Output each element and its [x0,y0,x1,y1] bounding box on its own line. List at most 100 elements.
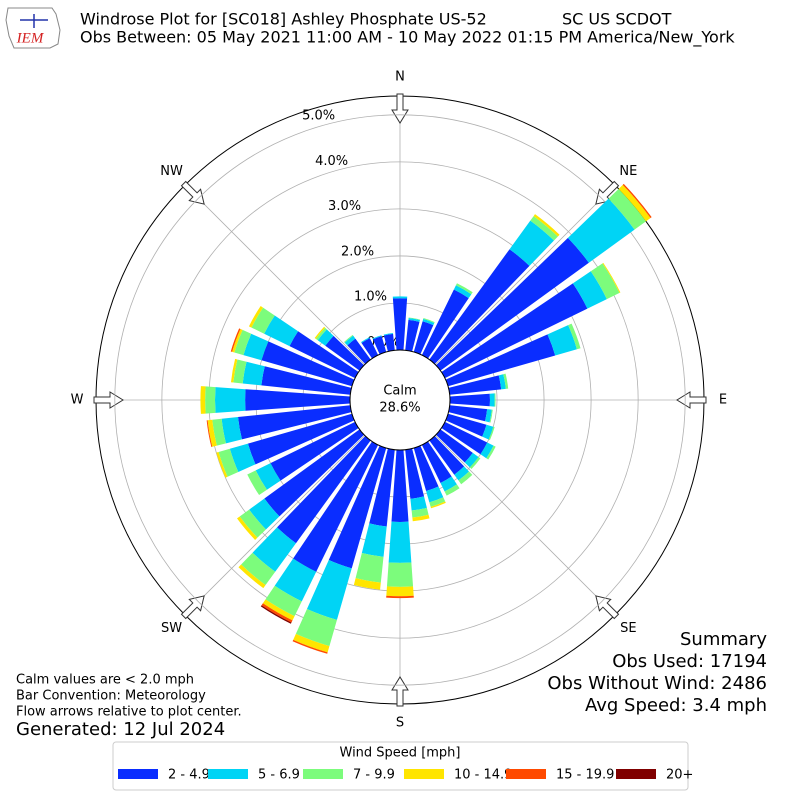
wind-bar-segment [277,435,371,544]
wind-bar-segment [572,271,607,309]
wind-bar-segment [292,639,328,654]
wind-bar-segment [230,328,241,352]
wind-bar-segment [567,198,635,263]
y-tick-label: 3.0% [328,199,361,214]
wind-bar-segment [215,387,246,413]
wind-bar-segment [383,333,395,352]
wind-bar-segment [421,289,469,359]
wind-bar-segment [486,445,496,460]
wind-bar-segment [261,603,293,623]
wind-bar-segment [247,413,355,465]
y-tick-label: 5.0% [302,109,335,124]
legend-swatch [208,769,248,779]
legend-label: 7 - 9.9 [353,768,395,783]
wind-bar-segment [405,319,420,352]
calm-circle [349,349,451,451]
calm-label: Calm [383,384,416,399]
wind-bar-segment [264,429,365,517]
wind-bar-segment [295,608,337,647]
wind-bar-segment [412,514,430,522]
wind-bar-segment [230,358,238,383]
wind-bar-segment [314,326,326,339]
wind-bar-segment [485,409,492,423]
wind-bar-segment [238,564,266,589]
wind-bar-segment [410,496,427,511]
wind-bar-segment [458,471,473,485]
wind-bar-segment [440,476,457,492]
wind-bar-segment [255,463,281,490]
note: Bar Convention: Meteorology [16,689,206,704]
legend: Wind Speed [mph] 2 - 4.9 5 - 6.9 7 - 9.9 10… [112,741,693,791]
plot-area: NNEESESSWWNW0.0%1.0%2.0%3.0%4.0%5.0% [71,70,728,731]
wind-bar-segment [274,558,317,602]
wind-bar-segment [618,184,651,222]
wind-bar-segment [590,263,620,300]
wind-bar-segment [448,375,502,395]
wind-bar-segment [241,552,276,586]
summary-title: Summary [680,629,767,650]
wind-bar-segment [328,445,387,569]
wind-bar-segment [435,237,589,371]
wind-bar-segment [388,521,412,563]
note: Calm values are < 2.0 mph [16,673,194,688]
wind-bar-segment [206,420,213,448]
y-tick-label: 1.0% [354,290,387,305]
wind-bar-segment [602,262,621,293]
note: Flow arrows relative to plot center. [16,705,242,720]
wind-bar-segment [372,336,387,355]
wind-bar-segment [449,393,490,407]
wind-bar-segment [232,328,243,353]
wind-bar-segment [252,527,296,572]
wind-bar-segment [489,393,495,407]
wind-bar-segment [448,405,488,422]
summary-line: Obs Without Wind: 2486 [547,673,767,694]
summary-line: Avg Speed: 3.4 mph [585,695,767,716]
wind-bar-segment [229,443,256,472]
x-tick-label: S [396,716,404,731]
wind-bar-segment [568,323,581,350]
logo-text: IEM [16,30,45,46]
wind-bar-segment [453,285,472,299]
wind-bar-segment [455,283,473,295]
wind-bar-segment [482,424,494,440]
wind-bar-segment [361,523,387,557]
wind-bar-segment [488,426,495,441]
wind-bar-segment [264,315,299,347]
wind-bar-segment [489,409,493,423]
wind-bar-segment [386,595,414,599]
wind-bar-segment [218,448,239,477]
wind-bar-segment [361,338,379,359]
wind-bar-segment [317,329,334,346]
wind-bar-segment [391,449,409,522]
wind-bar-segment [547,325,577,356]
y-tick-label: 4.0% [315,154,348,169]
calm-value: 28.6% [379,401,420,416]
wind-bar-segment [234,329,252,356]
wind-bar-segment [261,366,352,395]
wind-bar-segment [270,421,359,481]
legend-label: 15 - 19.9 [556,768,614,783]
summary-line: Obs Used: 17194 [612,651,767,672]
wind-bar-segment [289,331,359,379]
chart-title: Windrose Plot for [SC018] Ashley Phospha… [80,10,487,29]
wind-bar-segment [413,321,434,355]
wind-bar-segment [243,333,269,361]
wind-bar-segment [622,183,652,218]
logo-outline [5,7,61,49]
x-tick-label: NW [160,164,183,179]
wind-bar-segment [221,417,242,444]
wind-bar-segment [441,283,588,379]
legend-label: 10 - 14.9 [454,768,512,783]
wind-bar-segment [245,389,351,411]
wind-bar-segment [372,335,382,340]
grid-ring [161,161,639,639]
wind-bar-segment [454,466,470,481]
wind-bar-segment [353,578,381,590]
wind-bar-segment [260,605,292,624]
direction-arrow [391,93,409,124]
wind-bar-segment [247,470,267,496]
wind-bar-segment [469,457,481,470]
wind-bar-segment [251,307,275,334]
grid-line [184,435,365,616]
